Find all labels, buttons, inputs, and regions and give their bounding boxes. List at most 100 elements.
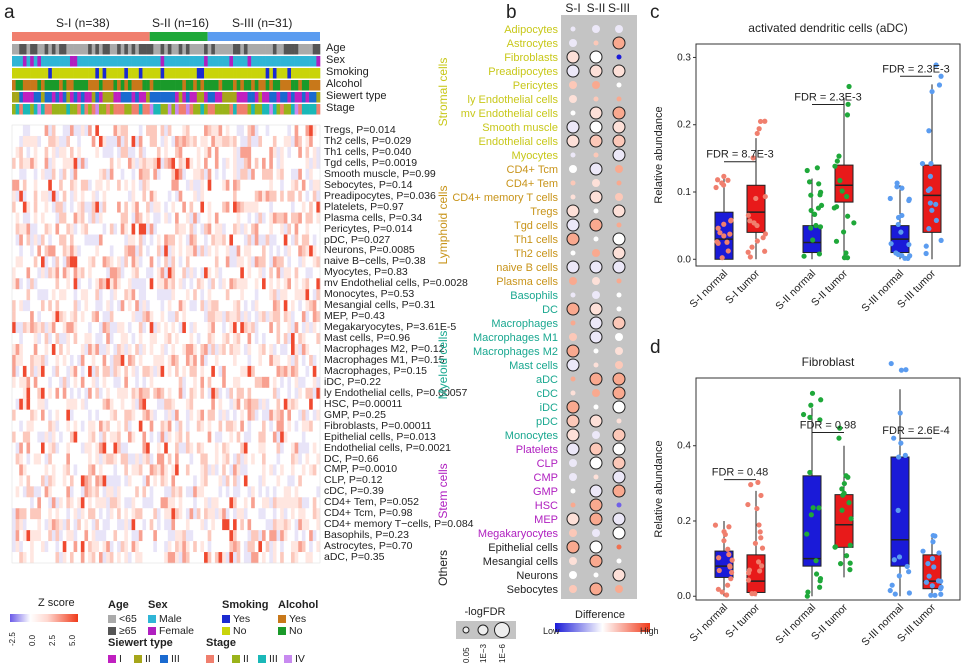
heat-cell bbox=[211, 245, 216, 257]
track-cell bbox=[229, 92, 234, 103]
heat-cell bbox=[175, 376, 179, 388]
track-cell bbox=[233, 80, 237, 91]
heat-cell bbox=[59, 508, 64, 520]
heat-cell bbox=[142, 168, 147, 180]
track-cell bbox=[298, 104, 303, 115]
heat-cell bbox=[283, 267, 288, 279]
heat-cell bbox=[69, 256, 74, 268]
heat-cell bbox=[95, 212, 100, 224]
data-point bbox=[898, 440, 904, 446]
heat-cell bbox=[91, 431, 96, 443]
heat-cell bbox=[102, 344, 107, 356]
heat-cell bbox=[66, 497, 71, 509]
heat-cell bbox=[258, 453, 263, 465]
heat-cell bbox=[298, 486, 303, 498]
heat-cell bbox=[102, 311, 107, 323]
heat-cell bbox=[280, 267, 285, 279]
heat-cell bbox=[218, 179, 223, 191]
heat-cell bbox=[153, 475, 158, 487]
track-cell bbox=[233, 56, 237, 67]
track-cell bbox=[265, 44, 270, 55]
heat-cell bbox=[37, 256, 42, 268]
bubble bbox=[615, 361, 623, 369]
heat-cell bbox=[59, 267, 64, 279]
heat-cell bbox=[12, 497, 16, 509]
heat-cell bbox=[117, 157, 122, 169]
heat-cell bbox=[69, 453, 74, 465]
heat-cell bbox=[66, 387, 71, 399]
heat-cell bbox=[135, 398, 140, 410]
bubble bbox=[592, 291, 600, 299]
heat-cell bbox=[59, 497, 64, 509]
track-cell bbox=[91, 80, 96, 91]
heat-cell bbox=[240, 376, 245, 388]
heat-cell bbox=[254, 146, 259, 159]
heat-cell bbox=[196, 157, 201, 169]
heat-cell bbox=[164, 322, 169, 334]
data-point bbox=[800, 411, 807, 418]
heat-cell bbox=[309, 168, 314, 180]
heat-cell bbox=[276, 267, 281, 279]
heat-cell bbox=[95, 409, 100, 421]
heat-cell bbox=[272, 519, 277, 531]
heat-cell bbox=[48, 442, 53, 454]
heat-cell bbox=[171, 234, 176, 246]
data-point bbox=[839, 188, 845, 194]
heat-cell bbox=[12, 453, 16, 465]
data-point bbox=[808, 192, 814, 198]
heat-cell bbox=[73, 519, 78, 531]
track-cell bbox=[309, 56, 314, 67]
heat-cell bbox=[193, 289, 198, 301]
heat-cell bbox=[12, 234, 16, 246]
heat-cell bbox=[269, 453, 274, 465]
row-label-2: Th1 cells, P=0.040 bbox=[324, 145, 412, 158]
heat-cell bbox=[229, 146, 234, 159]
heat-cell bbox=[214, 376, 219, 388]
heat-cell bbox=[265, 354, 270, 367]
heat-cell bbox=[73, 223, 78, 235]
heat-cell bbox=[291, 146, 295, 159]
heat-cell bbox=[251, 354, 256, 367]
heat-cell bbox=[88, 519, 93, 531]
heat-cell bbox=[15, 179, 20, 191]
heat-cell bbox=[44, 420, 49, 432]
heat-cell bbox=[251, 344, 256, 356]
heat-cell bbox=[117, 146, 122, 159]
bubble bbox=[570, 292, 576, 298]
heat-cell bbox=[178, 508, 183, 520]
track-cell bbox=[73, 44, 78, 55]
heat-cell bbox=[146, 212, 150, 224]
heat-cell bbox=[193, 376, 198, 388]
heat-cell bbox=[189, 201, 194, 213]
heat-cell bbox=[95, 552, 100, 564]
track-cell bbox=[291, 104, 295, 115]
heat-cell bbox=[218, 486, 223, 498]
track-cell bbox=[22, 92, 27, 103]
heat-cell bbox=[175, 190, 179, 202]
heat-cell bbox=[91, 311, 96, 323]
heat-cell bbox=[131, 201, 136, 213]
heat-cell bbox=[91, 398, 96, 410]
heat-cell bbox=[254, 354, 259, 367]
heat-cell bbox=[287, 541, 292, 553]
heat-cell bbox=[117, 135, 122, 148]
heat-cell bbox=[236, 146, 241, 159]
heat-cell bbox=[33, 431, 38, 443]
heat-cell bbox=[298, 453, 303, 465]
heat-cell bbox=[254, 322, 259, 334]
bubble bbox=[569, 165, 577, 173]
track-cell bbox=[204, 56, 208, 67]
track-cell bbox=[59, 92, 64, 103]
heat-cell bbox=[153, 125, 158, 137]
heat-cell bbox=[12, 442, 16, 454]
heat-cell bbox=[19, 486, 24, 498]
bubble-category-label: Lymphoid cells bbox=[436, 186, 450, 265]
heat-cell bbox=[26, 453, 31, 465]
heat-cell bbox=[247, 289, 252, 301]
heat-cell bbox=[211, 442, 216, 454]
track-cell bbox=[120, 80, 125, 91]
track-cell bbox=[185, 80, 190, 91]
track-cell bbox=[283, 44, 288, 55]
heat-cell bbox=[211, 300, 216, 312]
heat-cell bbox=[305, 256, 310, 268]
